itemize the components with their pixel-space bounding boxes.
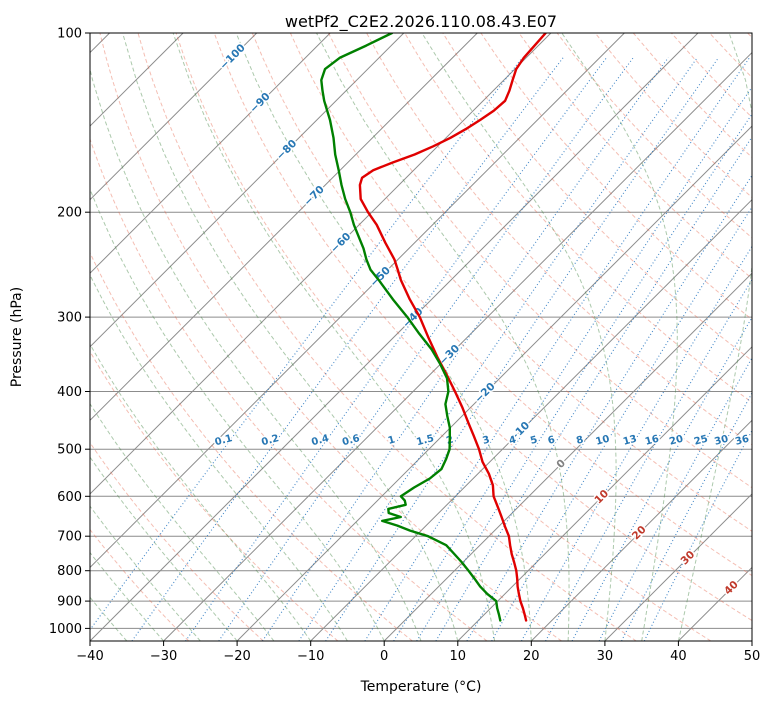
y-tick-label: 900: [57, 595, 82, 610]
y-tick-label: 300: [57, 311, 82, 326]
svg-text:0.4: 0.4: [310, 433, 330, 448]
x-axis-label: Temperature (°C): [360, 679, 482, 695]
moist-adiabat-lines: [90, 33, 752, 641]
svg-text:8: 8: [575, 434, 585, 446]
svg-text:−100: −100: [218, 42, 248, 72]
x-tick-label: 0: [380, 649, 388, 664]
x-tick-label: 30: [597, 649, 614, 664]
x-tick-label: −10: [297, 649, 324, 664]
isobar-lines: [90, 33, 752, 629]
svg-text:1: 1: [387, 434, 397, 446]
svg-text:6: 6: [547, 434, 557, 446]
svg-text:0.1: 0.1: [214, 433, 234, 448]
x-tick-label: 20: [523, 649, 540, 664]
y-tick-label: 800: [57, 564, 82, 579]
x-tick-label: −30: [150, 649, 177, 664]
dewpoint-curve: [320, 33, 502, 622]
svg-text:13: 13: [622, 434, 638, 448]
y-tick-label: 100: [57, 27, 82, 42]
x-tick-label: 40: [670, 649, 687, 664]
x-tick-label: −40: [76, 649, 103, 664]
svg-text:5: 5: [529, 434, 539, 446]
plot-title: wetPf2_C2E2.2026.110.08.43.E07: [284, 12, 558, 31]
y-tick-label: 400: [57, 385, 82, 400]
mixing-ratio-labels: 0.1 0.2 0.4 0.6 1 1.5 2 3 4 5 6 8 10 13 16 20 25 30 36: [212, 432, 752, 450]
svg-text:36: 36: [734, 434, 750, 448]
y-axis-label: Pressure (hPa): [9, 286, 25, 388]
plot-frame: [89, 32, 753, 642]
svg-text:20: 20: [668, 434, 684, 448]
isotherm-lines: [90, 33, 752, 641]
axes: [85, 32, 753, 646]
y-tick-label: 700: [57, 530, 82, 545]
tick-labels: −40 −30 −20 −10 0 10 20 30 40 5010020030040050060…: [49, 27, 760, 665]
x-tick-label: −20: [223, 649, 250, 664]
mixing-ratio-lines: [90, 57, 752, 641]
y-tick-label: 1000: [49, 622, 82, 637]
y-tick-label: 600: [57, 490, 82, 505]
x-tick-label: 10: [450, 649, 467, 664]
svg-text:16: 16: [644, 434, 660, 448]
plot-background: −100−90−80−70−60−50−40−30−20−10010203040…: [90, 33, 752, 641]
svg-text:3: 3: [481, 434, 491, 446]
svg-text:30: 30: [713, 434, 729, 448]
svg-text:25: 25: [693, 434, 709, 448]
temperature-curve: [358, 33, 547, 622]
svg-text:10: 10: [595, 434, 611, 448]
x-tick-label: 50: [744, 649, 761, 664]
dry-adiabat-lines: [90, 33, 752, 641]
y-tick-label: 200: [57, 206, 82, 221]
y-tick-label: 500: [57, 443, 82, 458]
